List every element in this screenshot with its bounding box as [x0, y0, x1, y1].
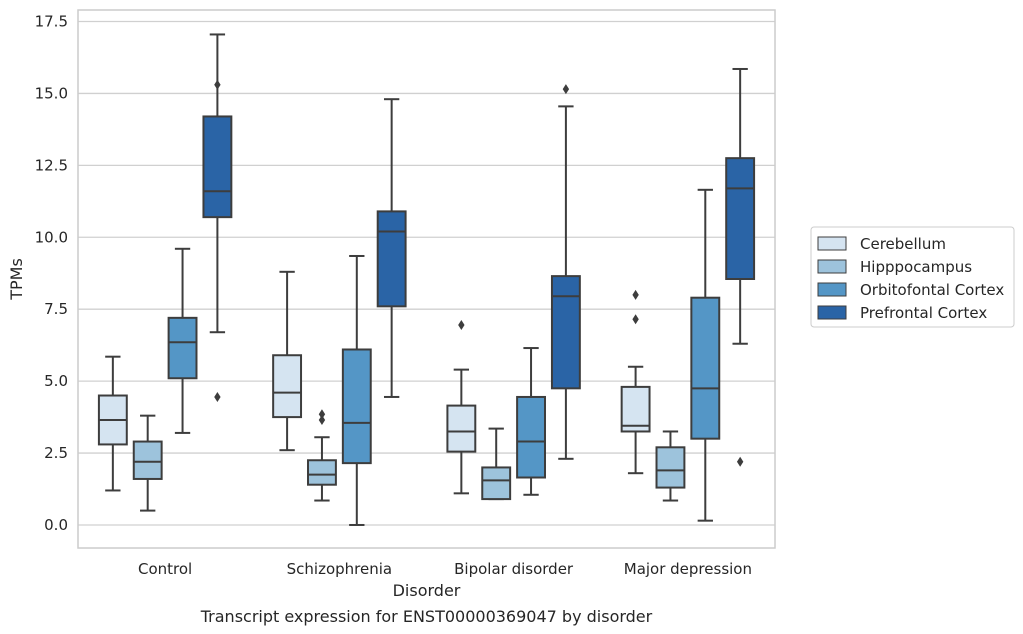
- legend: Cerebellum Hipppocampus Orbitofontal Corte…: [810, 226, 1015, 328]
- x-axis-label: Disorder: [393, 581, 461, 600]
- box-iqr: [341, 348, 372, 465]
- x-axis-ticks: Control Schizophrenia Bipolar disorder Majo…: [138, 560, 752, 578]
- outlier-point: [214, 391, 221, 402]
- outlier-point: [458, 320, 465, 331]
- outlier-point: [632, 314, 639, 325]
- plot-frame: [77, 9, 776, 549]
- outlier-point: [632, 289, 639, 300]
- legend-swatch: [817, 305, 847, 320]
- y-tick-label: 0.0: [44, 516, 68, 534]
- box-iqr: [481, 466, 512, 501]
- box-iqr: [132, 440, 163, 480]
- box-plots: [97, 33, 756, 526]
- box-iqr: [307, 459, 337, 486]
- box-orbitofontal-cortex: [167, 247, 198, 434]
- box-hipppocampus: [132, 414, 163, 512]
- box-cerebellum: [446, 320, 477, 495]
- legend-frame: [810, 226, 1015, 328]
- y-tick-label: 12.5: [35, 156, 68, 174]
- box-iqr: [376, 210, 407, 308]
- y-axis-ticks: 0.0 2.5 5.0 7.5 10.0 12.5 15.0 17.5: [35, 13, 68, 534]
- box-prefrontal-cortex: [725, 67, 756, 467]
- box-hipppocampus: [481, 427, 512, 501]
- y-tick-label: 10.0: [35, 228, 68, 246]
- legend-label: Cerebellum: [860, 235, 946, 253]
- x-tick-label: Bipolar disorder: [454, 560, 574, 578]
- box-iqr: [620, 385, 651, 433]
- box-orbitofontal-cortex: [690, 188, 721, 522]
- x-tick-label: Major depression: [624, 560, 752, 578]
- box-cerebellum: [97, 355, 128, 492]
- chart-caption: Transcript expression for ENST0000036904…: [200, 607, 653, 626]
- box-cerebellum: [272, 270, 303, 452]
- legend-label: Hipppocampus: [860, 258, 972, 276]
- box-orbitofontal-cortex: [516, 347, 546, 496]
- legend-swatch: [817, 282, 847, 297]
- box-iqr: [272, 354, 303, 419]
- box-iqr: [516, 395, 546, 479]
- box-iqr: [550, 275, 581, 390]
- box-iqr: [202, 115, 233, 219]
- box-prefrontal-cortex: [202, 33, 233, 402]
- outlier-point: [214, 79, 221, 90]
- y-tick-label: 7.5: [44, 300, 68, 318]
- outlier-point: [736, 456, 744, 467]
- box-iqr: [655, 446, 686, 489]
- legend-label: Orbitofontal Cortex: [860, 281, 1004, 299]
- grid-lines: [78, 20, 775, 526]
- box-orbitofontal-cortex: [341, 254, 372, 526]
- box-prefrontal-cortex: [376, 98, 407, 398]
- x-tick-label: Control: [138, 560, 192, 578]
- y-tick-label: 15.0: [35, 84, 68, 102]
- y-tick-label: 5.0: [44, 372, 68, 390]
- box-prefrontal-cortex: [550, 84, 581, 460]
- legend-label: Prefrontal Cortex: [860, 304, 987, 322]
- outlier-point: [562, 84, 570, 95]
- box-iqr: [446, 404, 477, 453]
- box-iqr: [167, 316, 198, 380]
- box-iqr: [725, 157, 756, 280]
- y-tick-label: 2.5: [44, 444, 68, 462]
- outlier-point: [318, 414, 326, 425]
- box-iqr: [690, 296, 721, 440]
- y-tick-label: 17.5: [35, 13, 68, 31]
- legend-swatch: [817, 259, 847, 274]
- y-axis-label: TPMs: [7, 258, 26, 301]
- box-hipppocampus: [655, 430, 686, 502]
- x-tick-label: Schizophrenia: [287, 560, 392, 578]
- box-cerebellum: [620, 289, 651, 475]
- legend-swatch: [817, 236, 847, 251]
- box-hipppocampus: [307, 409, 337, 502]
- outlier-point: [318, 409, 326, 420]
